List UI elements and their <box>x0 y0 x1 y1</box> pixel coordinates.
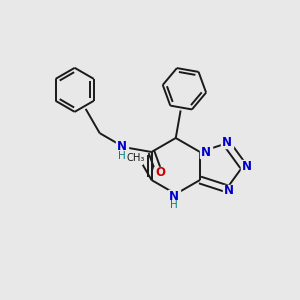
Bar <box>200 146 212 158</box>
Bar <box>116 150 128 162</box>
Text: CH₃: CH₃ <box>126 153 145 163</box>
Text: H: H <box>170 200 178 210</box>
Text: N: N <box>242 160 252 172</box>
Text: N: N <box>169 190 179 202</box>
Text: N: N <box>222 136 232 149</box>
Bar <box>168 199 180 211</box>
Bar <box>168 190 180 202</box>
Bar <box>220 136 232 148</box>
Bar <box>116 140 128 152</box>
Text: N: N <box>224 184 234 197</box>
Text: O: O <box>155 166 165 179</box>
Text: N: N <box>117 140 127 153</box>
Bar <box>130 152 142 164</box>
Bar <box>223 185 235 197</box>
Bar <box>154 167 166 179</box>
Text: N: N <box>201 146 211 158</box>
Bar <box>241 160 253 172</box>
Text: H: H <box>118 151 126 161</box>
